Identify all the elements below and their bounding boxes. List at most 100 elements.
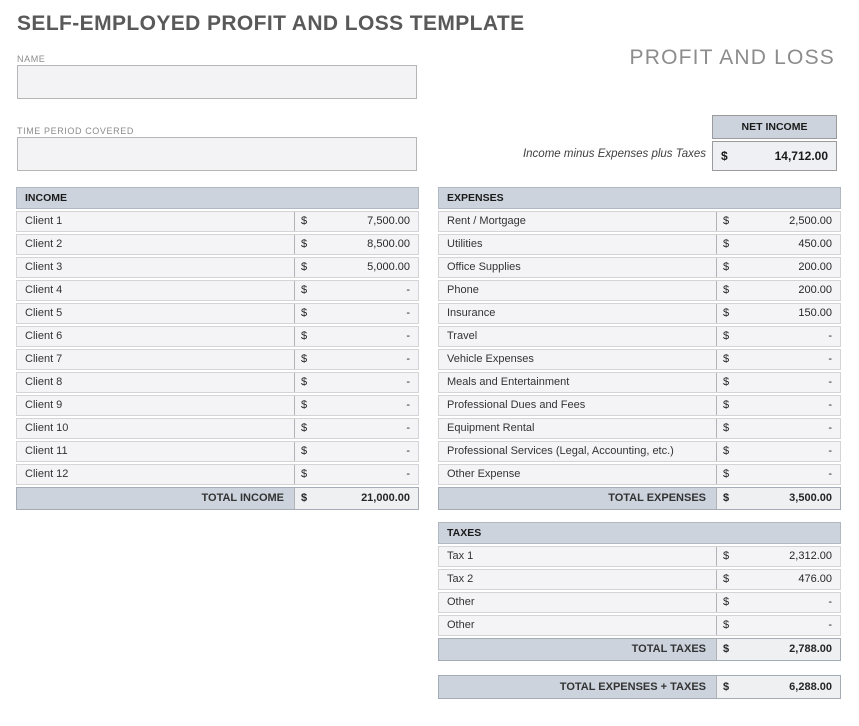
row-amount-cell[interactable]: $ - [716, 616, 840, 635]
table-row[interactable]: Client 4 $ - [16, 280, 419, 301]
table-row[interactable]: Office Supplies $200.00 [438, 257, 841, 278]
table-row[interactable]: Client 3 $5,000.00 [16, 257, 419, 278]
row-amount-cell[interactable]: $200.00 [716, 258, 840, 277]
row-label-cell[interactable]: Client 5 [25, 307, 63, 319]
row-amount-cell[interactable]: $ - [294, 465, 418, 484]
row-amount-cell[interactable]: $ - [294, 304, 418, 323]
time-period-input[interactable] [17, 137, 417, 171]
row-label-cell[interactable]: Client 9 [25, 399, 63, 411]
currency-symbol: $ [301, 307, 308, 319]
row-label-cell[interactable]: Client 2 [25, 238, 63, 250]
table-row[interactable]: Equipment Rental $ - [438, 418, 841, 439]
row-label-cell[interactable]: Equipment Rental [447, 422, 535, 434]
table-row[interactable]: Meals and Entertainment $ - [438, 372, 841, 393]
table-row[interactable]: Phone $200.00 [438, 280, 841, 301]
row-label-cell[interactable]: Client 3 [25, 261, 63, 273]
row-label-cell[interactable]: Utilities [447, 238, 483, 250]
table-row[interactable]: Client 12 $ - [16, 464, 419, 485]
row-amount-cell[interactable]: $ - [716, 593, 840, 612]
table-row[interactable]: Client 6 $ - [16, 326, 419, 347]
row-amount-cell[interactable]: $ - [294, 350, 418, 369]
taxes-total-amount-cell[interactable]: $ 2,788.00 [716, 639, 840, 660]
row-amount-cell[interactable]: $ - [294, 327, 418, 346]
row-amount-cell[interactable]: $150.00 [716, 304, 840, 323]
row-label-cell[interactable]: Client 6 [25, 330, 63, 342]
row-amount-cell[interactable]: $ - [716, 327, 840, 346]
row-label-cell[interactable]: Client 11 [25, 445, 68, 457]
row-amount-cell[interactable]: $5,000.00 [294, 258, 418, 277]
row-amount-cell[interactable]: $2,500.00 [716, 212, 840, 231]
table-row[interactable]: Tax 1 $2,312.00 [438, 546, 841, 567]
table-row[interactable]: Client 9 $ - [16, 395, 419, 416]
row-amount-cell[interactable]: $ - [716, 465, 840, 484]
row-amount-cell[interactable]: $7,500.00 [294, 212, 418, 231]
name-input[interactable] [17, 65, 417, 99]
expenses-total-row: TOTAL EXPENSES $ 3,500.00 [438, 487, 841, 510]
row-label-cell[interactable]: Travel [447, 330, 478, 342]
row-label-cell[interactable]: Other [447, 619, 475, 631]
table-row[interactable]: Professional Dues and Fees $ - [438, 395, 841, 416]
row-label-cell[interactable]: Phone [447, 284, 479, 296]
row-label-cell[interactable]: Tax 2 [447, 573, 474, 585]
amount-value: - [828, 422, 832, 434]
row-label-cell[interactable]: Client 1 [25, 215, 63, 227]
table-row[interactable]: Client 11 $ - [16, 441, 419, 462]
row-label-cell[interactable]: Meals and Entertainment [447, 376, 570, 388]
table-row[interactable]: Client 1 $7,500.00 [16, 211, 419, 232]
table-row[interactable]: Other $ - [438, 615, 841, 636]
row-amount-cell[interactable]: $2,312.00 [716, 547, 840, 566]
table-row[interactable]: Vehicle Expenses $ - [438, 349, 841, 370]
table-row[interactable]: Other $ - [438, 592, 841, 613]
table-row[interactable]: Travel $ - [438, 326, 841, 347]
row-label-cell[interactable]: Tax 1 [447, 550, 474, 562]
name-field-label: NAME [17, 54, 46, 64]
taxes-table-header: TAXES [438, 522, 841, 544]
grand-total-amount-cell[interactable]: $ 6,288.00 [716, 676, 840, 698]
amount-value: 2,500.00 [789, 215, 832, 227]
currency-symbol: $ [301, 399, 308, 411]
table-row[interactable]: Insurance $150.00 [438, 303, 841, 324]
row-label-cell[interactable]: Office Supplies [447, 261, 521, 273]
doc-type-heading: PROFIT AND LOSS [629, 46, 835, 69]
table-row[interactable]: Client 10 $ - [16, 418, 419, 439]
table-row[interactable]: Client 2 $8,500.00 [16, 234, 419, 255]
row-label-cell[interactable]: Client 10 [25, 422, 69, 434]
table-row[interactable]: Client 7 $ - [16, 349, 419, 370]
row-label-cell[interactable]: Other [447, 596, 475, 608]
row-amount-cell[interactable]: $ - [294, 442, 418, 461]
row-label-cell[interactable]: Insurance [447, 307, 496, 319]
row-amount-cell[interactable]: $200.00 [716, 281, 840, 300]
table-row[interactable]: Client 8 $ - [16, 372, 419, 393]
row-label-cell[interactable]: Vehicle Expenses [447, 353, 534, 365]
income-total-amount-cell[interactable]: $ 21,000.00 [294, 488, 418, 509]
row-label-cell[interactable]: Client 7 [25, 353, 63, 365]
row-label-cell[interactable]: Rent / Mortgage [447, 215, 526, 227]
row-amount-cell[interactable]: $ - [294, 281, 418, 300]
amount-value: - [406, 330, 410, 342]
row-label-cell[interactable]: Other Expense [447, 468, 521, 480]
table-row[interactable]: Client 5 $ - [16, 303, 419, 324]
net-income-value-cell[interactable]: $ 14,712.00 [712, 141, 837, 171]
row-amount-cell[interactable]: $ - [716, 373, 840, 392]
expenses-total-amount-cell[interactable]: $ 3,500.00 [716, 488, 840, 509]
row-label-cell[interactable]: Client 4 [25, 284, 63, 296]
row-label-cell[interactable]: Client 8 [25, 376, 63, 388]
row-amount-cell[interactable]: $ - [294, 396, 418, 415]
row-amount-cell[interactable]: $ - [294, 373, 418, 392]
row-amount-cell[interactable]: $ - [294, 419, 418, 438]
row-label-cell[interactable]: Professional Dues and Fees [447, 399, 586, 411]
row-amount-cell[interactable]: $450.00 [716, 235, 840, 254]
table-row[interactable]: Rent / Mortgage $2,500.00 [438, 211, 841, 232]
row-amount-cell[interactable]: $ - [716, 396, 840, 415]
row-amount-cell[interactable]: $8,500.00 [294, 235, 418, 254]
row-label-cell[interactable]: Professional Services (Legal, Accounting… [447, 445, 674, 457]
table-row[interactable]: Tax 2 $476.00 [438, 569, 841, 590]
row-amount-cell[interactable]: $ - [716, 350, 840, 369]
row-label-cell[interactable]: Client 12 [25, 468, 69, 480]
table-row[interactable]: Professional Services (Legal, Accounting… [438, 441, 841, 462]
table-row[interactable]: Utilities $450.00 [438, 234, 841, 255]
table-row[interactable]: Other Expense $ - [438, 464, 841, 485]
row-amount-cell[interactable]: $ - [716, 419, 840, 438]
row-amount-cell[interactable]: $476.00 [716, 570, 840, 589]
row-amount-cell[interactable]: $ - [716, 442, 840, 461]
